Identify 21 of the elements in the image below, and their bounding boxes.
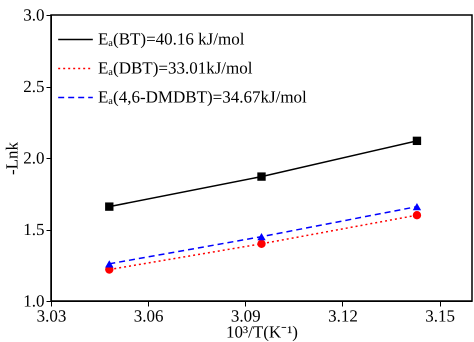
point [257, 172, 266, 181]
legend-label: Eₐ(BT)=40.16 kJ/mol [98, 30, 245, 48]
legend-label: Eₐ(4,6-DMDBT)=34.67kJ/mol [98, 88, 308, 106]
x-tick-label: 3.09 [230, 306, 261, 326]
y-tick-label: 2.0 [23, 148, 44, 168]
point [105, 260, 114, 268]
x-axis-title: 10³/T(K⁻¹) [226, 322, 298, 342]
point [257, 233, 266, 240]
x-tick-label: 3.15 [425, 306, 455, 326]
point [257, 240, 266, 248]
point [412, 211, 422, 220]
y-tick-label: 2.5 [23, 77, 44, 96]
legend-label: Eₐ(DBT)=33.01kJ/mol [98, 58, 253, 78]
y-tick-label: 1.5 [23, 220, 44, 239]
point [412, 136, 422, 146]
point [412, 202, 422, 210]
x-tick-label: 3.06 [134, 306, 164, 326]
x-tick-label: 3.12 [328, 306, 358, 326]
y-tick-label: 3.0 [23, 6, 44, 24]
y-axis-title: -Lnk [2, 141, 22, 176]
point [105, 202, 114, 211]
